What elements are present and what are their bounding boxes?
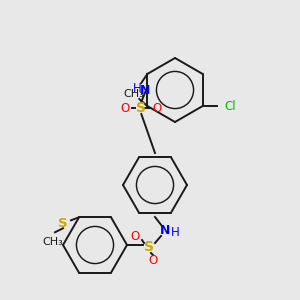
Text: H: H xyxy=(171,226,179,239)
Text: S: S xyxy=(144,240,154,254)
Text: N: N xyxy=(140,83,151,97)
Text: S: S xyxy=(58,217,68,230)
Text: CH₃: CH₃ xyxy=(43,237,63,247)
Text: H: H xyxy=(133,82,142,94)
Text: O: O xyxy=(148,254,158,268)
Text: O: O xyxy=(130,230,140,244)
Text: CH₃: CH₃ xyxy=(123,89,144,99)
Text: O: O xyxy=(153,101,162,115)
Text: S: S xyxy=(136,101,146,115)
Text: N: N xyxy=(160,224,170,238)
Text: O: O xyxy=(121,101,130,115)
Text: Cl: Cl xyxy=(225,100,236,112)
